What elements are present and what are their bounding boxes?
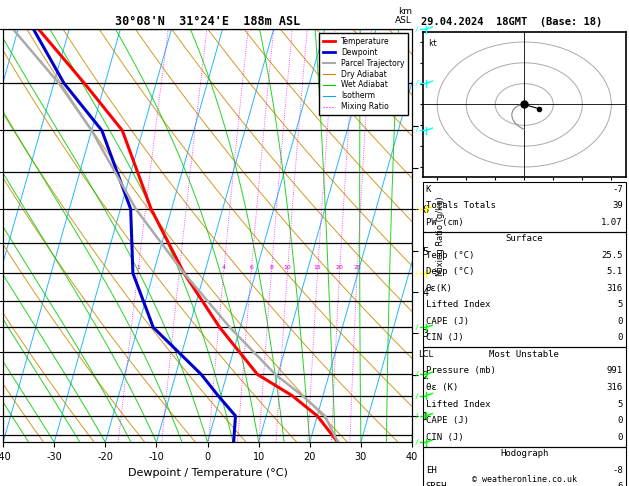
Text: 1.07: 1.07 — [601, 218, 623, 227]
Text: 0: 0 — [617, 433, 623, 442]
Text: Temp (°C): Temp (°C) — [426, 251, 474, 260]
Text: 5.1: 5.1 — [606, 267, 623, 277]
Text: /: / — [415, 393, 420, 399]
Text: 8: 8 — [270, 265, 274, 270]
Text: /: / — [415, 371, 420, 378]
Text: -8: -8 — [612, 466, 623, 475]
Text: 991: 991 — [606, 366, 623, 376]
Text: Mixing Ratio (g/kg): Mixing Ratio (g/kg) — [436, 196, 445, 276]
Text: 20: 20 — [336, 265, 343, 270]
Text: 1: 1 — [136, 265, 140, 270]
Text: 2: 2 — [177, 265, 181, 270]
Text: Pressure (mb): Pressure (mb) — [426, 366, 496, 376]
Title: 30°08'N  31°24'E  188m ASL: 30°08'N 31°24'E 188m ASL — [115, 15, 300, 28]
Text: /: / — [415, 270, 420, 276]
Text: Dewp (°C): Dewp (°C) — [426, 267, 474, 277]
Legend: Temperature, Dewpoint, Parcel Trajectory, Dry Adiabat, Wet Adiabat, Isotherm, Mi: Temperature, Dewpoint, Parcel Trajectory… — [320, 33, 408, 115]
Text: 25: 25 — [353, 265, 361, 270]
Text: 316: 316 — [606, 383, 623, 392]
Text: SREH: SREH — [426, 482, 447, 486]
Text: 4: 4 — [222, 265, 226, 270]
Text: 316: 316 — [606, 284, 623, 293]
Text: 6: 6 — [249, 265, 253, 270]
Text: /: / — [415, 26, 420, 32]
Text: 0: 0 — [617, 416, 623, 425]
Text: Totals Totals: Totals Totals — [426, 201, 496, 210]
Text: km
ASL: km ASL — [395, 7, 412, 25]
Text: /: / — [415, 80, 420, 87]
Text: -7: -7 — [612, 185, 623, 194]
Text: 29.04.2024  18GMT  (Base: 18): 29.04.2024 18GMT (Base: 18) — [421, 17, 603, 27]
Text: /: / — [415, 413, 420, 419]
Text: θε (K): θε (K) — [426, 383, 458, 392]
Text: /: / — [415, 127, 420, 134]
Text: EH: EH — [426, 466, 437, 475]
Text: CAPE (J): CAPE (J) — [426, 416, 469, 425]
Text: CAPE (J): CAPE (J) — [426, 317, 469, 326]
Text: CIN (J): CIN (J) — [426, 433, 464, 442]
Text: Most Unstable: Most Unstable — [489, 350, 559, 359]
Text: K: K — [426, 185, 431, 194]
Text: 25.5: 25.5 — [601, 251, 623, 260]
Text: 15: 15 — [314, 265, 321, 270]
Text: 0: 0 — [617, 333, 623, 343]
Text: Hodograph: Hodograph — [500, 449, 548, 458]
Text: 5: 5 — [617, 399, 623, 409]
Text: 5: 5 — [617, 300, 623, 310]
Text: kt: kt — [428, 39, 438, 48]
Text: Lifted Index: Lifted Index — [426, 300, 491, 310]
X-axis label: Dewpoint / Temperature (°C): Dewpoint / Temperature (°C) — [128, 468, 287, 478]
Text: Surface: Surface — [506, 234, 543, 243]
Text: /: / — [415, 206, 420, 212]
Text: 39: 39 — [612, 201, 623, 210]
Text: θε(K): θε(K) — [426, 284, 453, 293]
Text: CIN (J): CIN (J) — [426, 333, 464, 343]
Text: 6: 6 — [617, 482, 623, 486]
Text: LCL: LCL — [418, 349, 433, 359]
Text: Lifted Index: Lifted Index — [426, 399, 491, 409]
Text: /: / — [415, 325, 420, 330]
Text: /: / — [415, 439, 420, 445]
Text: © weatheronline.co.uk: © weatheronline.co.uk — [472, 474, 577, 484]
Text: PW (cm): PW (cm) — [426, 218, 464, 227]
Text: 10: 10 — [284, 265, 291, 270]
Text: 0: 0 — [617, 317, 623, 326]
